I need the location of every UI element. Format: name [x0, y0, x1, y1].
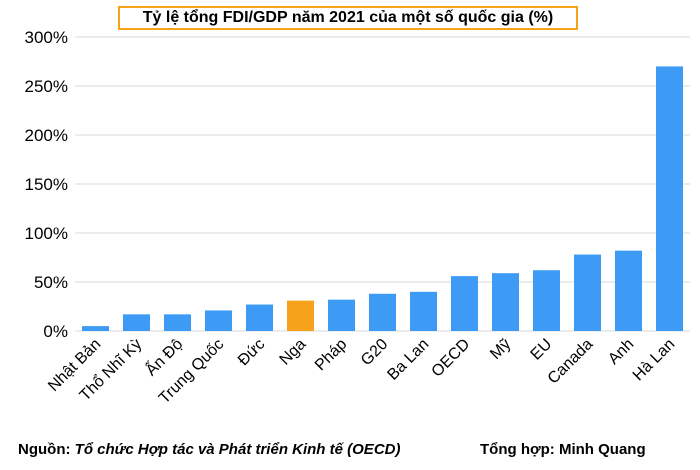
y-tick-label: 200%: [25, 126, 68, 145]
bar: [123, 314, 150, 331]
bar: [369, 293, 396, 331]
bar: [656, 66, 683, 332]
source-text: Tổ chức Hợp tác và Phát triển Kinh tế (O…: [74, 441, 401, 458]
chart-title: Tỷ lệ tổng FDI/GDP năm 2021 của một số q…: [118, 6, 578, 30]
y-tick-label: 250%: [25, 77, 68, 96]
bar: [615, 250, 642, 331]
bar: [287, 300, 314, 331]
y-tick-label: 50%: [34, 273, 68, 292]
x-tick-label: Canada: [545, 336, 597, 388]
bar: [410, 291, 437, 331]
bar: [246, 304, 273, 331]
x-tick-label: Đức: [235, 336, 268, 369]
x-tick-label: Anh: [605, 336, 637, 368]
bar: [82, 326, 109, 331]
compiled-by: Tổng hợp: Minh Quang: [480, 441, 646, 458]
bar: [451, 276, 478, 331]
x-tick-label: Ba Lan: [384, 336, 432, 384]
y-tick-label: 100%: [25, 224, 68, 243]
source-label: Nguồn:: [18, 441, 71, 458]
bar: [205, 310, 232, 331]
y-tick-label: 150%: [25, 175, 68, 194]
bar: [328, 299, 355, 331]
bar: [492, 273, 519, 331]
x-tick-label: EU: [528, 336, 556, 364]
bar: [533, 270, 560, 331]
y-tick-label: 0%: [43, 322, 68, 341]
x-tick-label: Hà Lan: [630, 336, 679, 385]
x-tick-label: G20: [358, 336, 391, 369]
x-tick-label: Nga: [277, 336, 310, 369]
bar: [574, 254, 601, 331]
bar: [164, 314, 191, 331]
x-tick-label: Pháp: [312, 336, 351, 375]
x-tick-label: Mỹ: [487, 336, 514, 363]
source-note: Nguồn: Tổ chức Hợp tác và Phát triển Kin…: [18, 441, 400, 458]
x-tick-label: OECD: [429, 336, 474, 381]
y-tick-label: 300%: [25, 28, 68, 47]
